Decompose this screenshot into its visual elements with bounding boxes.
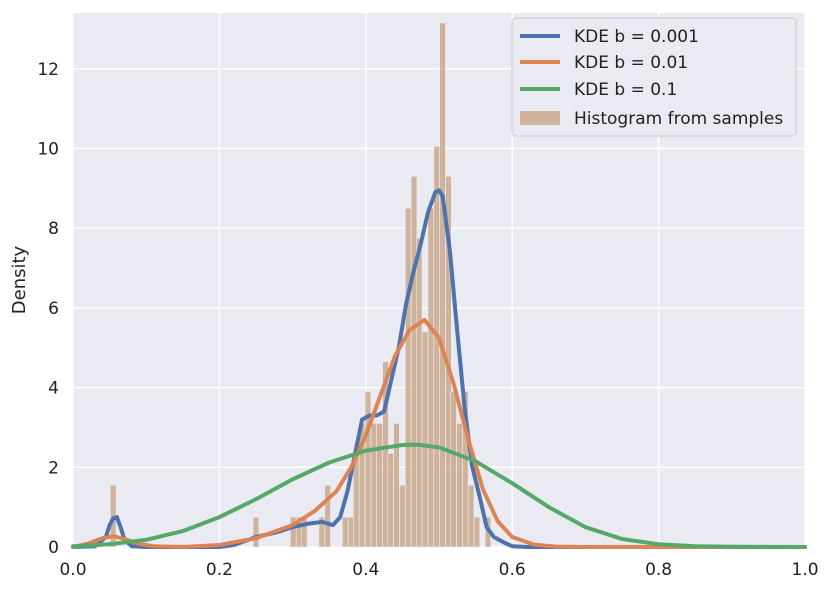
x-tick-label: 0.6 <box>499 560 526 580</box>
legend-label-histogram: Histogram from samples <box>574 109 783 129</box>
y-tick-label: 6 <box>48 299 59 319</box>
legend-label-b001: KDE b = 0.01 <box>574 53 688 73</box>
histogram-bar <box>433 146 440 548</box>
kde-lines <box>71 188 807 549</box>
y-tick-label: 2 <box>48 458 59 478</box>
histogram-bar <box>427 207 435 548</box>
histogram-bar <box>439 22 446 548</box>
histogram-bar <box>342 516 349 548</box>
histogram-bar <box>324 484 331 548</box>
histogram-bar <box>462 391 469 548</box>
histogram-bar <box>387 453 394 548</box>
x-tick-label: 0.8 <box>645 560 672 580</box>
x-tick-label: 0.2 <box>206 560 233 580</box>
histogram-bar <box>370 423 377 548</box>
x-tick-label: 1.0 <box>791 560 818 580</box>
histogram-bars <box>110 22 492 548</box>
histogram-bar <box>473 516 481 548</box>
histogram-bar <box>399 484 406 548</box>
x-tick-label: 0.0 <box>59 560 86 580</box>
y-tick-label: 0 <box>48 538 59 558</box>
histogram-bar <box>252 516 260 548</box>
histogram-bar <box>301 516 308 548</box>
x-tick-label: 0.4 <box>352 560 379 580</box>
histogram-bar <box>376 423 383 548</box>
y-tick-label: 10 <box>37 139 59 159</box>
histogram-bar <box>393 423 400 548</box>
histogram-bar <box>467 484 475 548</box>
kde-line-2 <box>71 442 807 549</box>
histogram-bar <box>456 423 463 548</box>
legend: KDE b = 0.001 KDE b = 0.01 KDE b = 0.1 H… <box>511 17 797 137</box>
x-axis-ticks: 0.0 0.2 0.4 0.6 0.8 1.0 <box>59 560 818 580</box>
y-axis-ticks: 0 2 4 6 8 10 12 <box>37 60 59 558</box>
y-tick-label: 12 <box>37 60 59 80</box>
y-axis-label: Density <box>9 245 30 314</box>
y-tick-label: 8 <box>48 219 59 239</box>
legend-swatch-histogram <box>520 111 560 125</box>
legend-label-b0001: KDE b = 0.001 <box>574 27 699 47</box>
y-tick-label: 4 <box>48 379 59 399</box>
legend-box <box>511 17 797 137</box>
histogram-bar <box>450 391 457 548</box>
histogram-bar <box>405 207 412 548</box>
legend-label-b01: KDE b = 0.1 <box>574 80 677 100</box>
histogram-bar <box>421 331 429 548</box>
histogram-bar <box>416 237 423 548</box>
